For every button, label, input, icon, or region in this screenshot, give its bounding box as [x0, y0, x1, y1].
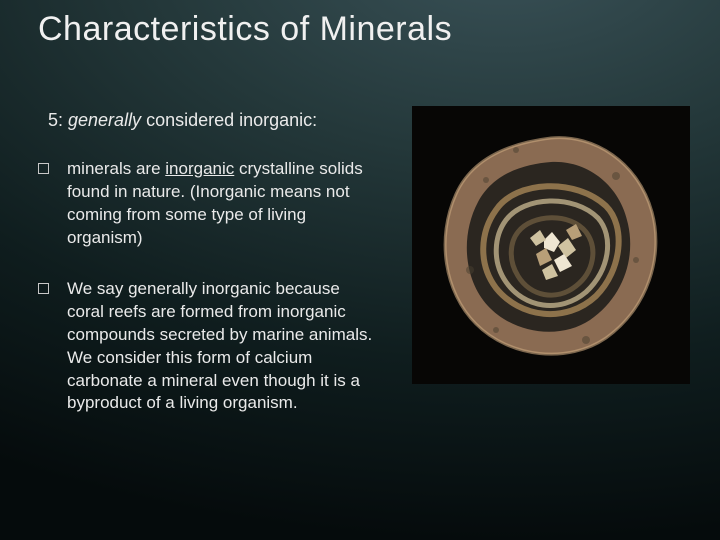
square-bullet-icon	[38, 163, 49, 174]
bullet-pre: minerals are	[67, 159, 165, 178]
subhead-prefix: 5:	[48, 110, 68, 130]
bullet-text: minerals are inorganic crystalline solid…	[67, 158, 378, 250]
bullet-text: We say generally inorganic because coral…	[67, 278, 378, 416]
list-item: We say generally inorganic because coral…	[38, 278, 378, 416]
bullet-list: minerals are inorganic crystalline solid…	[38, 158, 378, 443]
mineral-geode-image	[426, 120, 676, 370]
subhead-rest: considered inorganic:	[141, 110, 317, 130]
bullet-pre: We say generally inorganic because coral…	[67, 279, 372, 413]
subhead-italic: generally	[68, 110, 141, 130]
slide-title: Characteristics of Minerals	[38, 10, 452, 49]
mineral-image-frame	[412, 106, 690, 384]
subhead: 5: generally considered inorganic:	[48, 110, 317, 131]
list-item: minerals are inorganic crystalline solid…	[38, 158, 378, 250]
square-bullet-icon	[38, 283, 49, 294]
bullet-underline: inorganic	[165, 159, 234, 178]
